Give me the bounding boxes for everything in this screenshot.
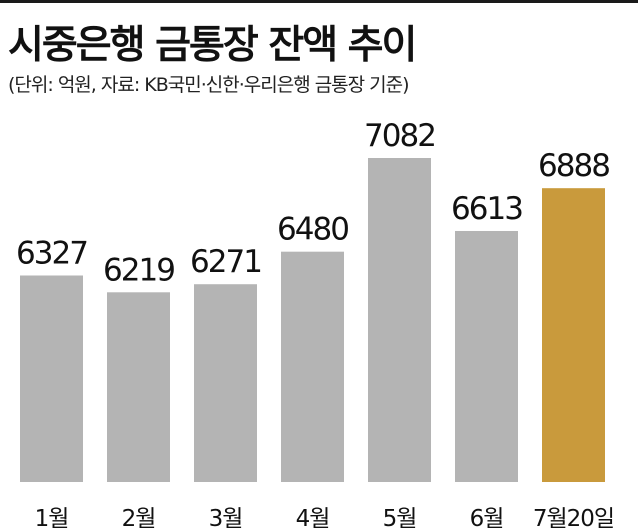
bar-6 <box>455 230 518 482</box>
category-label-4: 4월 <box>296 506 330 531</box>
value-label-6: 6613 <box>451 191 522 227</box>
value-label-2: 6219 <box>103 252 174 288</box>
bar-4 <box>281 251 344 482</box>
bar-3 <box>194 284 257 482</box>
category-label-2: 2월 <box>122 506 156 531</box>
value-label-4: 6480 <box>277 212 348 248</box>
category-label-1: 1월 <box>35 506 69 531</box>
top-rule <box>0 0 638 3</box>
bar-7 <box>542 188 605 483</box>
value-label-5: 7082 <box>364 118 435 154</box>
bar-2 <box>107 292 170 482</box>
bar-1 <box>20 275 83 482</box>
category-label-3: 3월 <box>209 506 243 531</box>
chart-subtitle: (단위: 억원, 자료: KB국민·신한·우리은행 금통장 기준) <box>8 74 410 96</box>
category-label-7: 7월20일 <box>533 506 614 531</box>
value-label-3: 6271 <box>190 244 261 280</box>
value-label-7: 6888 <box>538 148 609 184</box>
value-label-1: 6327 <box>16 235 87 271</box>
chart-title: 시중은행 금통장 잔액 추이 <box>8 23 417 68</box>
category-label-6: 6월 <box>470 506 504 531</box>
category-label-5: 5월 <box>383 506 417 531</box>
bar-5 <box>368 158 431 482</box>
